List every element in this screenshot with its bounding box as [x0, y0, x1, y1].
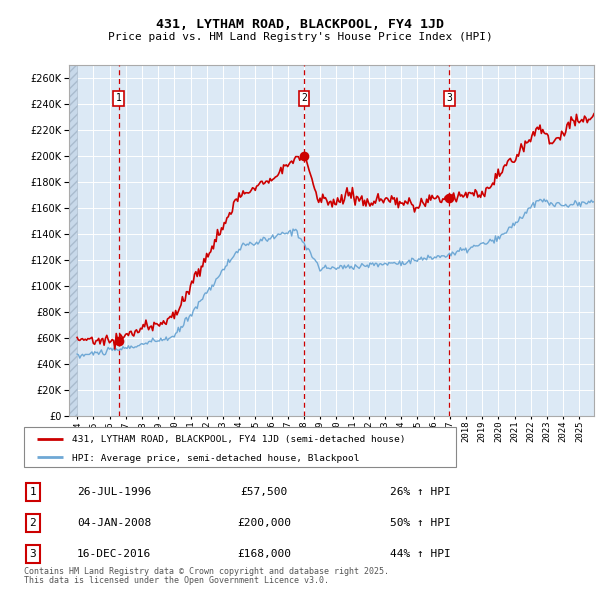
- Text: 50% ↑ HPI: 50% ↑ HPI: [389, 518, 451, 528]
- Text: 44% ↑ HPI: 44% ↑ HPI: [389, 549, 451, 559]
- FancyBboxPatch shape: [24, 427, 456, 467]
- Text: This data is licensed under the Open Government Licence v3.0.: This data is licensed under the Open Gov…: [24, 576, 329, 585]
- Text: 16-DEC-2016: 16-DEC-2016: [77, 549, 151, 559]
- Text: Price paid vs. HM Land Registry's House Price Index (HPI): Price paid vs. HM Land Registry's House …: [107, 32, 493, 42]
- Text: £168,000: £168,000: [237, 549, 291, 559]
- Text: 431, LYTHAM ROAD, BLACKPOOL, FY4 1JD: 431, LYTHAM ROAD, BLACKPOOL, FY4 1JD: [156, 18, 444, 31]
- Text: 3: 3: [446, 93, 452, 103]
- Text: 04-JAN-2008: 04-JAN-2008: [77, 518, 151, 528]
- Text: 26-JUL-1996: 26-JUL-1996: [77, 487, 151, 497]
- Text: 2: 2: [301, 93, 307, 103]
- Text: £57,500: £57,500: [241, 487, 287, 497]
- Text: 1: 1: [29, 487, 37, 497]
- Bar: [69, 65, 77, 416]
- Text: 26% ↑ HPI: 26% ↑ HPI: [389, 487, 451, 497]
- Text: 431, LYTHAM ROAD, BLACKPOOL, FY4 1JD (semi-detached house): 431, LYTHAM ROAD, BLACKPOOL, FY4 1JD (se…: [71, 435, 405, 444]
- Text: 3: 3: [29, 549, 37, 559]
- Text: 1: 1: [116, 93, 122, 103]
- Text: HPI: Average price, semi-detached house, Blackpool: HPI: Average price, semi-detached house,…: [71, 454, 359, 463]
- Text: £200,000: £200,000: [237, 518, 291, 528]
- Text: Contains HM Land Registry data © Crown copyright and database right 2025.: Contains HM Land Registry data © Crown c…: [24, 566, 389, 576]
- Text: 2: 2: [29, 518, 37, 528]
